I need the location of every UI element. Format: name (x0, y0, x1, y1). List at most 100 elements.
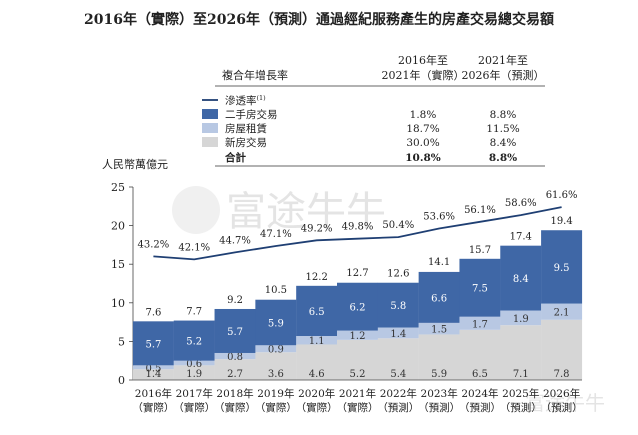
bar-label-rental: 0.8 (227, 352, 243, 363)
cagr-header-label: 複合年增長率 (222, 68, 288, 82)
bar-segment-second-hand (459, 258, 501, 317)
legend-label-total: 合計 (224, 151, 246, 164)
bar-label-new-home: 5.9 (431, 369, 447, 380)
legend-line-note: (1) (257, 94, 267, 102)
bar-total-label: 15.7 (469, 245, 491, 256)
bar-label-second-hand: 8.4 (513, 274, 529, 285)
bar-segment-new-home (337, 339, 378, 380)
penetration-line-path (153, 206, 562, 261)
bar-segment-new-home (500, 325, 542, 380)
bar-segment-new-home (418, 334, 460, 380)
x-tick-label-status: （預測） (418, 401, 460, 414)
bar-total-label: 12.6 (387, 269, 409, 280)
legend-line-label: 滲透率(1) (225, 94, 266, 107)
bar-total-label: 7.6 (145, 307, 161, 318)
x-tick-label-year: 2026年 (543, 387, 580, 400)
x-tick-label-status: （實際） (337, 401, 379, 414)
bar-stack: 7.1 1.9 8.4 17.4 (500, 232, 542, 380)
cagr-new-home-col2: 8.4% (490, 137, 517, 149)
bar-stack: 4.6 1.1 6.5 12.2 (296, 272, 338, 380)
bar-segment-rental (377, 327, 419, 339)
bar-total-label: 7.7 (186, 307, 202, 318)
penetration-label: 53.6% (423, 212, 455, 223)
bar-segment-new-home (132, 369, 174, 380)
x-tick-label-year: 2018年 (216, 387, 253, 400)
bar-segment-second-hand (132, 321, 174, 366)
bar-total-label: 12.2 (306, 272, 328, 283)
bar-stack: 1.40.5 5.7 7.6 (132, 307, 174, 380)
bar-segment-second-hand (377, 282, 419, 328)
penetration-label: 42.1% (178, 242, 210, 253)
bar-segment-new-home (541, 319, 583, 380)
bar-segment-rental (541, 303, 583, 320)
bar-segment-new-home (459, 329, 501, 380)
cagr-col2-header-line1: 2021年至 (478, 53, 528, 67)
penetration-label: 49.2% (301, 223, 333, 234)
x-tick-label-status: （預測） (500, 401, 542, 414)
legend-line-text: 滲透率 (225, 94, 257, 107)
legend-label-rental: 房屋租賃 (225, 122, 267, 135)
cagr-rental-col1: 18.7% (406, 123, 439, 135)
bar-stack: 6.5 1.7 7.5 15.7 (459, 245, 501, 380)
bar-segment-second-hand (500, 245, 542, 311)
x-tick-label-year: 2022年 (380, 387, 417, 400)
bar-segment-second-hand (296, 285, 338, 336)
x-tick-label-status: （實際） (132, 401, 174, 414)
bar-segment-rental (296, 335, 338, 345)
bar-segment-second-hand (173, 320, 215, 361)
cagr-table: 複合年增長率 2016年至 2021年（實際） 2021年至 2026年（預測）… (202, 53, 545, 167)
bar-label-second-hand: 6.6 (431, 293, 447, 304)
legend-label-second-hand: 二手房交易 (225, 108, 278, 121)
penetration-label: 49.8% (342, 222, 374, 233)
bar-label-second-hand: 6.5 (309, 307, 325, 318)
bar-label-new-home: 7.8 (554, 369, 570, 380)
penetration-label: 47.1% (260, 229, 292, 240)
cagr-second-hand-col2: 8.8% (490, 109, 517, 121)
x-tick-label-year: 2020年 (298, 387, 335, 400)
bar-segment-second-hand (337, 282, 378, 331)
bar-stack: 5.2 1.2 6.2 12.7 (337, 268, 378, 380)
bar-segment-second-hand (255, 299, 297, 346)
x-tick-label-status: （實際） (296, 401, 338, 414)
bar-stack: 2.7 0.8 5.7 9.2 (214, 295, 256, 380)
cagr-new-home-col1: 30.0% (406, 137, 439, 149)
bar-stack: 3.6 0.9 5.9 10.5 (255, 285, 297, 380)
bar-segment-second-hand (541, 230, 583, 304)
cagr-rental-col2: 11.5% (486, 123, 519, 135)
y-tick-label: 5 (118, 335, 125, 348)
watermark-text-small: 富途牛牛 (525, 391, 605, 415)
bar-label-rental: 1.1 (309, 336, 325, 347)
bar-label-second-hand: 5.7 (227, 327, 243, 338)
x-tick-label-status: （實際） (214, 401, 256, 414)
bar-stack: 5.9 1.5 6.6 14.1 (418, 257, 460, 380)
cagr-col1-header-line2: 2021年（實際） (382, 68, 465, 82)
bar-segment-rental (500, 310, 542, 326)
watermark: 富途牛牛 富途牛牛 (172, 186, 605, 415)
watermark-text: 富途牛牛 (226, 189, 386, 235)
x-tick-label-status: （預測） (459, 401, 501, 414)
bar-segment-rental (132, 365, 174, 370)
bars: 1.40.55.77.61.90.65.27.72.70.85.79.23.60… (132, 216, 583, 380)
bar-stack: 1.90.6 5.2 7.7 (173, 307, 215, 380)
bar-stack: 7.8 2.1 9.5 19.4 (541, 216, 583, 380)
x-axis: 2016年（實際）2017年（實際）2018年（實際）2019年（實際）2020… (132, 379, 583, 414)
bar-total-label: 14.1 (428, 257, 450, 268)
cagr-col1-header-line1: 2016年至 (398, 53, 448, 67)
x-tick-label-year: 2017年 (176, 387, 213, 400)
bar-segment-new-home (377, 338, 419, 380)
bar-total-label: 9.2 (227, 295, 243, 306)
bar-label-second-hand: 5.9 (268, 318, 284, 329)
bar-label-rental: 1.9 (513, 314, 529, 325)
bar-segment-rental (214, 352, 256, 360)
bar-segment-rental (337, 330, 378, 340)
bar-label-new-home: 1.9 (186, 369, 202, 380)
bar-segment-rental (173, 360, 215, 366)
y-tick-label: 15 (111, 258, 125, 271)
bar-total-label: 10.5 (265, 285, 287, 296)
bar-segment-rental (418, 322, 460, 335)
bar-total-label: 12.7 (346, 268, 368, 279)
penetration-label: 44.7% (219, 235, 251, 246)
bar-segment-new-home (214, 359, 256, 380)
x-tick-label-year: 2016年 (135, 387, 172, 400)
